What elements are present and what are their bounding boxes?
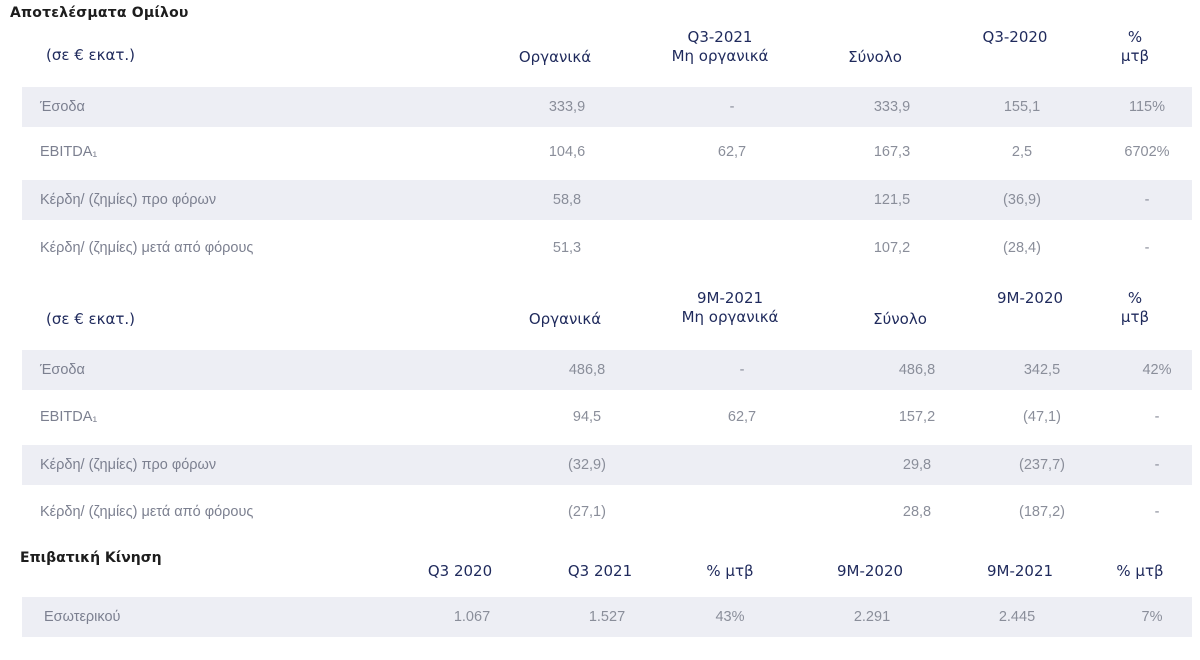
- cell-organic: 94,5: [572, 409, 602, 425]
- cell-q3-yoy: 43%: [715, 609, 745, 625]
- cell-total: 333,9: [873, 99, 911, 115]
- table-row: EBITDA₁ 94,5 62,7 157,2 (47,1) -: [22, 397, 1192, 437]
- row-label: EBITDA₁: [40, 144, 98, 160]
- table-row: Κέρδη/ (ζημίες) μετά από φόρους 51,3 107…: [22, 228, 1192, 268]
- row-label: Εσωτερικού: [44, 609, 121, 625]
- cell-nonorganic: -: [729, 99, 735, 115]
- traffic-section-title: Επιβατική Κίνηση: [20, 550, 162, 566]
- cell-prior: (237,7): [1019, 457, 1065, 473]
- traffic-header-q3-2020: Q3 2020: [427, 562, 493, 580]
- cell-total: 107,2: [873, 240, 911, 256]
- m9-header-prior: 9M-2020: [996, 289, 1064, 307]
- row-label: Κέρδη/ (ζημίες) μετά από φόρους: [40, 240, 254, 256]
- q3-header-total: Σύνολο: [848, 48, 902, 66]
- cell-total: 121,5: [873, 192, 911, 208]
- cell-prior: (28,4): [1003, 240, 1041, 256]
- cell-pct: -: [1154, 457, 1160, 473]
- cell-prior: (47,1): [1023, 409, 1061, 425]
- m9-header-total: Σύνολο: [873, 310, 927, 328]
- table-row: Κέρδη/ (ζημίες) προ φόρων (32,9) 29,8 (2…: [22, 445, 1192, 485]
- cell-prior: (187,2): [1019, 504, 1065, 520]
- traffic-header-9m-2021: 9M-2021: [986, 562, 1054, 580]
- cell-organic: (32,9): [568, 457, 606, 473]
- cell-total: 157,2: [898, 409, 936, 425]
- row-label: Κέρδη/ (ζημίες) προ φόρων: [40, 192, 217, 208]
- cell-q3-2021: 1.527: [588, 609, 626, 625]
- m9-header-organic: Οργανικά: [528, 310, 602, 328]
- cell-total: 29,8: [902, 457, 932, 473]
- cell-nonorganic: 62,7: [717, 144, 747, 160]
- traffic-header-q3-2021: Q3 2021: [567, 562, 633, 580]
- q3-table-header: (σε € εκατ.) Οργανικά Q3-2021 Μη οργανικ…: [0, 28, 1200, 80]
- cell-prior: 155,1: [1003, 99, 1041, 115]
- cell-pct: -: [1144, 192, 1150, 208]
- q3-header-prior: Q3-2020: [982, 28, 1048, 46]
- cell-nonorganic: [662, 180, 802, 220]
- traffic-header-9m-yoy: % μτβ: [1116, 562, 1164, 580]
- q3-header-unit: (σε € εκατ.): [46, 46, 136, 64]
- cell-total: 28,8: [902, 504, 932, 520]
- table-row: Κέρδη/ (ζημίες) προ φόρων 58,8 121,5 (36…: [22, 180, 1192, 220]
- q3-header-period: Q3-2021: [687, 28, 753, 46]
- traffic-table-header: Q3 2020 Q3 2021 % μτβ 9M-2020 9M-2021 % …: [0, 562, 1200, 586]
- cell-nonorganic: [672, 492, 812, 532]
- cell-pct: -: [1144, 240, 1150, 256]
- m9-header-unit: (σε € εκατ.): [46, 310, 136, 328]
- cell-9m-2021: 2.445: [998, 609, 1036, 625]
- cell-nonorganic: 62,7: [727, 409, 757, 425]
- q3-header-nonorganic: Μη οργανικά: [671, 47, 769, 65]
- page-title: Αποτελέσματα Ομίλου: [10, 5, 189, 21]
- cell-organic: 51,3: [552, 240, 582, 256]
- row-label: Κέρδη/ (ζημίες) μετά από φόρους: [40, 504, 254, 520]
- cell-prior: 2,5: [1011, 144, 1033, 160]
- m9-header-period: 9M-2021: [696, 289, 764, 307]
- q3-header-pct: %: [1127, 28, 1143, 46]
- row-label: Κέρδη/ (ζημίες) προ φόρων: [40, 457, 217, 473]
- table-row: Εσωτερικού 1.067 1.527 43% 2.291 2.445 7…: [22, 597, 1192, 637]
- cell-9m-yoy: 7%: [1141, 609, 1163, 625]
- cell-total: 167,3: [873, 144, 911, 160]
- row-label: EBITDA₁: [40, 409, 98, 425]
- q3-header-pct-yoy: μτβ: [1120, 47, 1150, 65]
- table-row: EBITDA₁ 104,6 62,7 167,3 2,5 6702%: [22, 132, 1192, 172]
- traffic-header-q3-yoy: % μτβ: [706, 562, 754, 580]
- cell-pct: 42%: [1142, 362, 1172, 378]
- cell-pct: 6702%: [1124, 144, 1170, 160]
- m9-header-pct: %: [1127, 289, 1143, 307]
- table-row: Έσοδα 486,8 - 486,8 342,5 42%: [22, 350, 1192, 390]
- cell-organic: 486,8: [568, 362, 606, 378]
- traffic-header-9m-2020: 9M-2020: [836, 562, 904, 580]
- cell-organic: (27,1): [568, 504, 606, 520]
- cell-total: 486,8: [898, 362, 936, 378]
- m9-table-header: (σε € εκατ.) Οργανικά 9M-2021 Μη οργανικ…: [0, 289, 1200, 341]
- cell-pct: 115%: [1128, 99, 1165, 115]
- q3-header-organic: Οργανικά: [518, 48, 592, 66]
- cell-pct: -: [1154, 504, 1160, 520]
- cell-q3-2020: 1.067: [453, 609, 491, 625]
- cell-nonorganic: [662, 228, 802, 268]
- table-row: Έσοδα 333,9 - 333,9 155,1 115%: [22, 87, 1192, 127]
- cell-organic: 333,9: [548, 99, 586, 115]
- cell-pct: -: [1154, 409, 1160, 425]
- cell-nonorganic: [672, 445, 812, 485]
- cell-9m-2020: 2.291: [853, 609, 891, 625]
- cell-prior: (36,9): [1003, 192, 1041, 208]
- cell-nonorganic: -: [739, 362, 745, 378]
- cell-organic: 104,6: [548, 144, 586, 160]
- cell-prior: 342,5: [1023, 362, 1061, 378]
- row-label: Έσοδα: [40, 99, 85, 115]
- m9-header-pct-yoy: μτβ: [1120, 308, 1150, 326]
- row-label: Έσοδα: [40, 362, 85, 378]
- cell-organic: 58,8: [552, 192, 582, 208]
- m9-header-nonorganic: Μη οργανικά: [681, 308, 779, 326]
- table-row: Κέρδη/ (ζημίες) μετά από φόρους (27,1) 2…: [22, 492, 1192, 532]
